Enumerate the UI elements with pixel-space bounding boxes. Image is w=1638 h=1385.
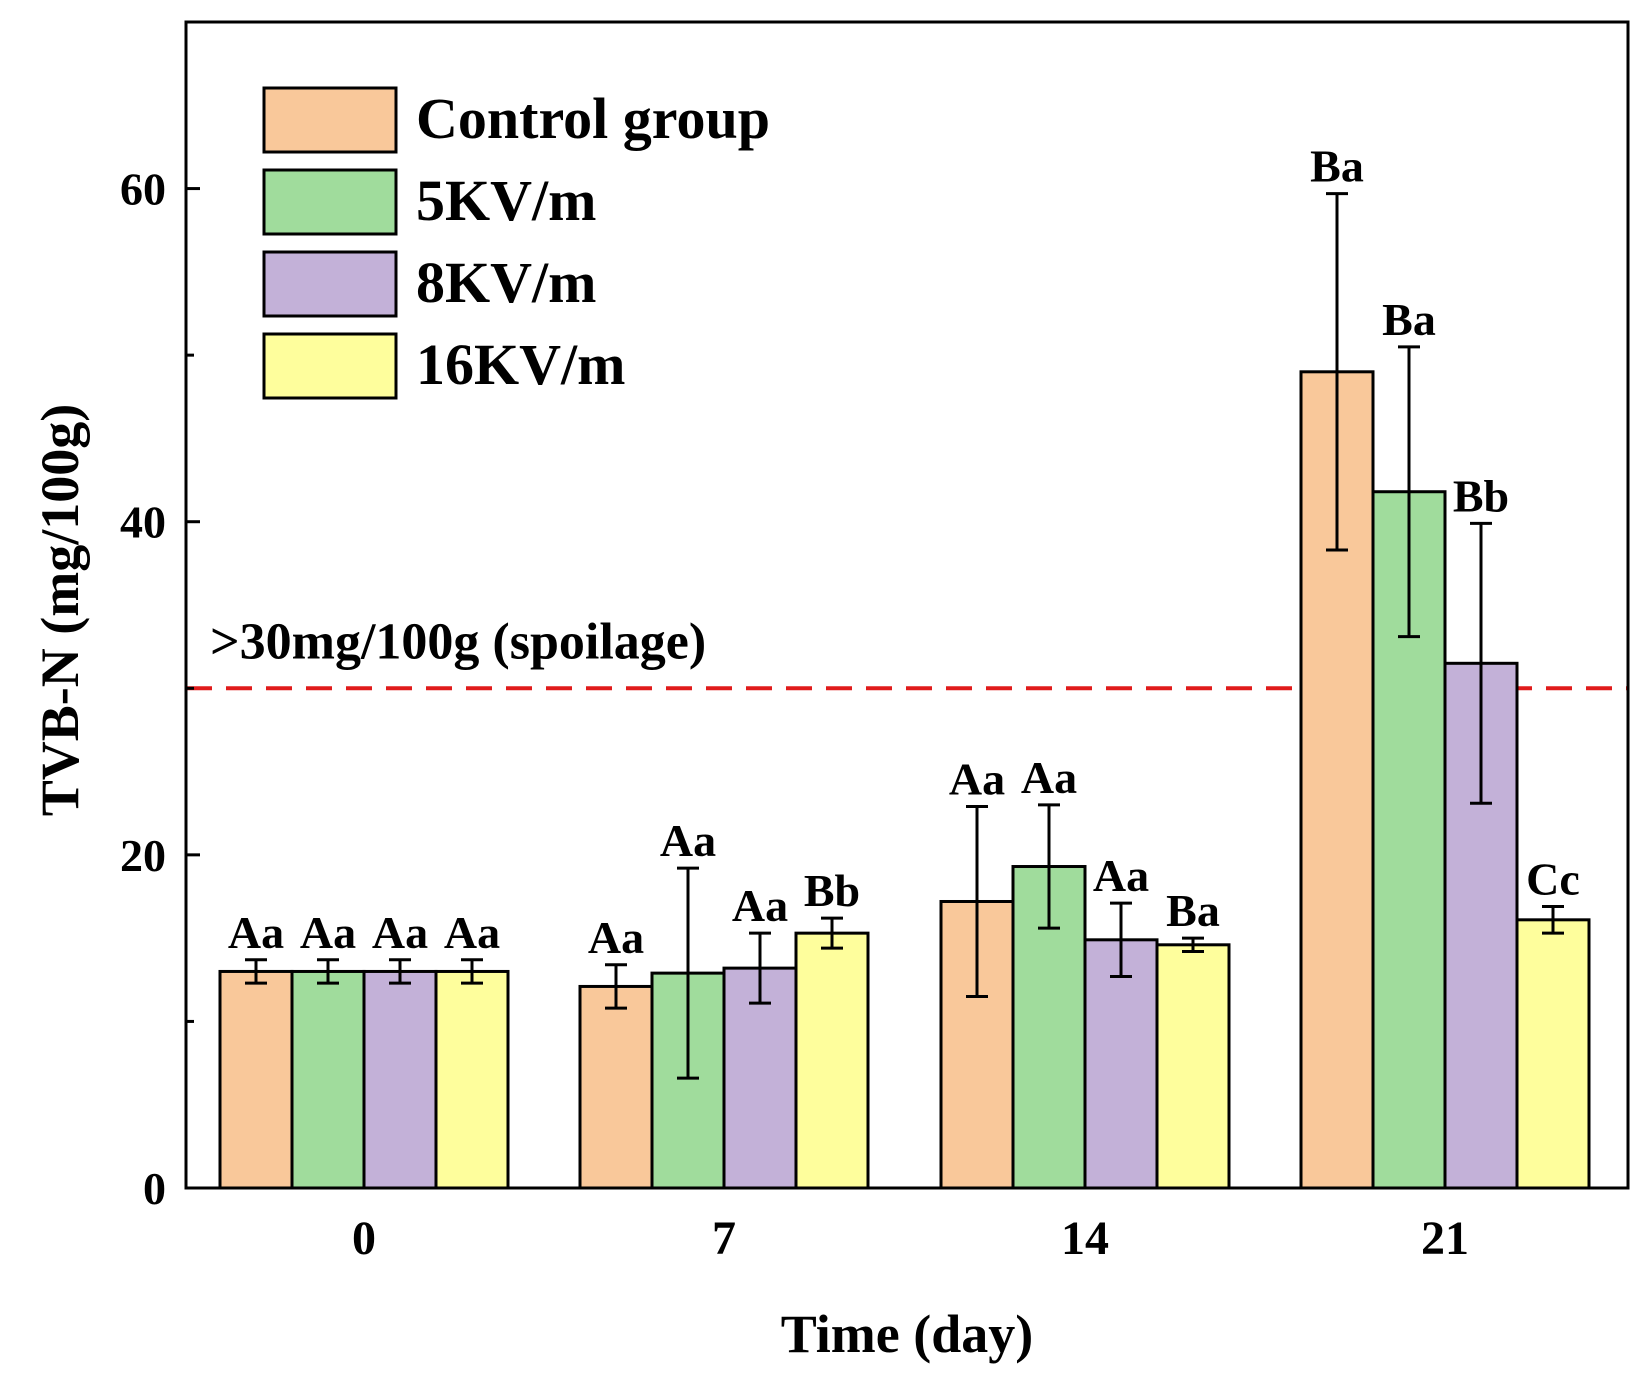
- bar: [1515, 918, 1591, 1190]
- y-axis-title: TVB-N (mg/100g): [30, 404, 90, 816]
- significance-label: Aa: [300, 907, 356, 958]
- y-tick-label: 20: [120, 830, 166, 881]
- significance-label: Aa: [588, 912, 644, 963]
- significance-label: Cc: [1526, 853, 1580, 904]
- x-axis-title: Time (day): [781, 1304, 1034, 1364]
- legend-swatch: [262, 86, 398, 154]
- bar: [434, 969, 510, 1190]
- significance-label: Ba: [1382, 294, 1436, 345]
- legend-swatch: [262, 332, 398, 400]
- legend-label: 16KV/m: [416, 332, 625, 397]
- significance-label: Aa: [1093, 850, 1149, 901]
- legend-swatch: [262, 250, 398, 318]
- bar: [1155, 943, 1231, 1190]
- legend: Control group 5KV/m 8KV/m 16KV/m: [262, 86, 770, 400]
- significance-label: Aa: [1021, 752, 1077, 803]
- spoilage-threshold-label: >30mg/100g (spoilage): [210, 613, 706, 670]
- significance-label: Aa: [444, 907, 500, 958]
- bar: [218, 969, 294, 1190]
- significance-label: Aa: [949, 754, 1005, 805]
- bar: [1083, 938, 1159, 1190]
- y-tick-label: 60: [120, 164, 166, 215]
- y-tick-label: 40: [120, 497, 166, 548]
- significance-label: Aa: [228, 907, 284, 958]
- x-tick-label: 7: [712, 1212, 736, 1265]
- bar: [290, 969, 366, 1190]
- significance-label: Ba: [1310, 141, 1364, 192]
- axes-frame: [184, 20, 1630, 1190]
- legend-label: 5KV/m: [416, 168, 596, 233]
- legend-swatch: [262, 168, 398, 236]
- significance-label: Ba: [1166, 885, 1220, 936]
- bar: [794, 931, 870, 1190]
- significance-label: Aa: [660, 815, 716, 866]
- significance-label: Bb: [804, 865, 860, 916]
- x-tick-label: 0: [352, 1212, 376, 1265]
- bar: [578, 984, 654, 1190]
- bar: [362, 969, 438, 1190]
- bars: Aa Aa Aa Aa Aa Aa Aa Bb Aa Aa Aa Ba Ba Ba Bb Cc: [218, 141, 1591, 1190]
- x-tick-label: 14: [1061, 1212, 1109, 1265]
- significance-label: Aa: [732, 880, 788, 931]
- significance-label: Aa: [372, 907, 428, 958]
- significance-label: Bb: [1453, 470, 1509, 521]
- legend-label: Control group: [416, 86, 770, 151]
- y-tick-label: 0: [143, 1163, 166, 1214]
- legend-label: 8KV/m: [416, 250, 596, 315]
- axes: 0 20 40 60 0 7 14 21: [120, 20, 1630, 1265]
- x-tick-label: 21: [1421, 1212, 1469, 1265]
